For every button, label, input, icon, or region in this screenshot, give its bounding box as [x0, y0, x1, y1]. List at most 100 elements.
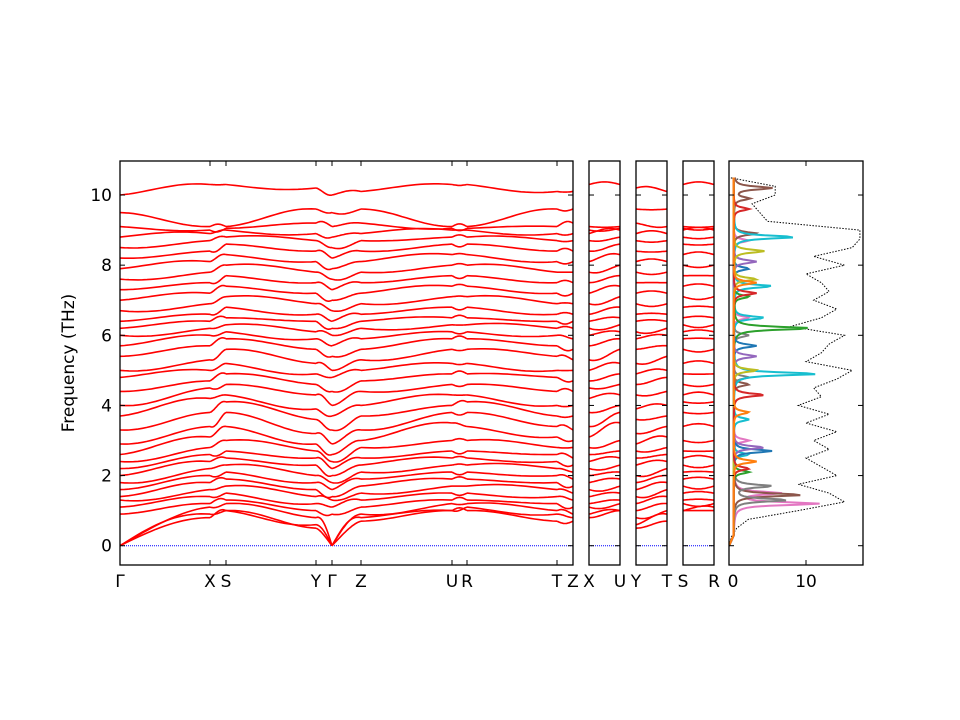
band-line: [360, 393, 453, 407]
band-line: [209, 324, 227, 330]
y-tick-label: 6: [101, 326, 112, 346]
band-line: [209, 508, 227, 519]
band-line: [360, 183, 453, 193]
band-line: [315, 474, 333, 484]
band-line: [556, 502, 573, 510]
band-line: [360, 306, 452, 316]
band-line: [120, 435, 211, 456]
band-line: [315, 443, 333, 456]
band-line: [315, 320, 333, 331]
band-line: [466, 450, 558, 456]
band-line: [361, 404, 453, 417]
band-line: [636, 230, 667, 235]
band-line: [451, 227, 468, 232]
band-line: [556, 325, 573, 330]
band-line: [209, 274, 227, 285]
band-line: [636, 488, 667, 499]
band-line: [636, 239, 667, 243]
band-line: [451, 362, 468, 366]
band-line: [225, 400, 317, 421]
band-line: [360, 330, 453, 340]
band-line: [466, 229, 558, 236]
band-line: [315, 271, 333, 280]
band-line: [466, 263, 558, 273]
band-line: [210, 362, 227, 372]
band-line: [451, 471, 468, 476]
band-line: [209, 284, 227, 294]
band-line: [636, 376, 667, 386]
band-line: [360, 373, 452, 382]
band-line: [315, 516, 333, 546]
band-line: [451, 283, 468, 287]
band-line: [120, 397, 211, 417]
y-axis-label: Frequency (THz): [59, 294, 79, 433]
band-line: [331, 390, 361, 407]
band-line: [360, 450, 453, 459]
band-line: [636, 415, 667, 421]
band-line: [315, 329, 333, 337]
band-line: [331, 359, 362, 372]
band-line: [315, 373, 333, 379]
band-line: [315, 232, 333, 239]
band-line: [589, 439, 620, 449]
band-line: [683, 295, 714, 301]
band-line: [683, 337, 714, 340]
band-line: [209, 476, 227, 484]
band-line: [120, 502, 211, 515]
band-line: [315, 523, 333, 547]
band-line: [466, 235, 558, 242]
band-line: [451, 502, 468, 506]
band-line: [315, 509, 333, 517]
band-line: [556, 311, 573, 316]
x-tick-label: X: [204, 572, 216, 592]
dos-x-tick-label: 10: [795, 572, 817, 592]
band-line: [589, 502, 620, 510]
band-line: [209, 502, 227, 509]
band-line: [120, 302, 211, 313]
band-line: [556, 473, 573, 480]
band-line: [451, 335, 468, 340]
band-line: [120, 411, 211, 431]
band-line: [360, 485, 453, 495]
band-panel-0: [120, 183, 573, 547]
band-line: [466, 425, 558, 439]
band-line: [556, 239, 573, 243]
band-line: [467, 337, 558, 347]
band-line: [451, 450, 468, 455]
band-line: [225, 306, 317, 316]
band-line: [120, 488, 211, 502]
band-line: [466, 394, 558, 407]
band-line: [636, 474, 667, 484]
band-line: [360, 456, 453, 466]
band-line: [467, 509, 558, 522]
band-line: [451, 492, 468, 497]
band-panel-3: [683, 181, 714, 547]
band-line: [451, 314, 468, 319]
band-line: [683, 422, 714, 428]
band-line: [209, 439, 227, 449]
band-line: [331, 368, 362, 379]
band-line: [589, 274, 620, 284]
band-line: [225, 509, 317, 529]
band-line: [466, 383, 558, 393]
band-line: [683, 391, 714, 396]
band-line: [209, 464, 227, 470]
band-line: [683, 305, 714, 308]
band-line: [466, 471, 558, 477]
band-line: [466, 317, 557, 323]
band-line: [451, 506, 468, 513]
band-line: [466, 306, 558, 316]
band-line: [451, 183, 468, 187]
band-line: [360, 252, 453, 263]
band-line: [589, 361, 620, 372]
band-line: [331, 380, 362, 393]
band-line: [451, 496, 468, 501]
band-line: [683, 315, 714, 319]
band-line: [451, 295, 468, 298]
band-line: [556, 495, 573, 501]
band-line: [466, 462, 558, 470]
band-line: [556, 481, 573, 489]
band-line: [209, 235, 227, 242]
band-line: [316, 337, 332, 347]
band-line: [556, 354, 573, 361]
